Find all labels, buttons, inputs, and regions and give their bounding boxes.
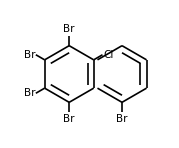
Text: Br: Br [24, 50, 35, 60]
Text: Br: Br [24, 88, 35, 98]
Text: Br: Br [63, 114, 75, 124]
Text: Br: Br [63, 24, 75, 34]
Text: Br: Br [116, 114, 128, 124]
Text: Cl: Cl [103, 50, 114, 60]
